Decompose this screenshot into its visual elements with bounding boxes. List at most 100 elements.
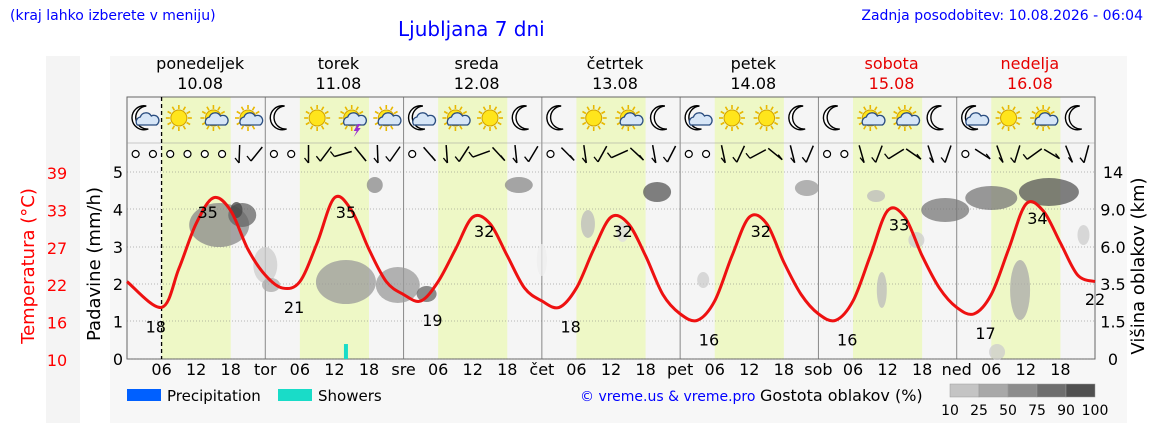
wind-barb-feather bbox=[1022, 153, 1028, 160]
wind-barb-feather bbox=[234, 157, 240, 164]
temp-axis-tick: 39 bbox=[47, 164, 67, 183]
x-hour-tick: 06 bbox=[843, 360, 863, 379]
x-day-tick: sre bbox=[391, 360, 415, 379]
wind-barb bbox=[789, 145, 796, 163]
temp-max-label: 32 bbox=[612, 222, 632, 241]
wind-barb-feather bbox=[1054, 153, 1061, 160]
sun-cloud-icon bbox=[857, 105, 886, 131]
cloud-density-blob bbox=[921, 198, 970, 222]
wind-barb bbox=[858, 145, 865, 163]
x-hour-tick: 12 bbox=[463, 360, 483, 379]
wind-barb-feather bbox=[1010, 157, 1016, 164]
wind-barb bbox=[250, 146, 263, 162]
temp-min-label: 16 bbox=[699, 330, 719, 349]
moon-icon bbox=[1064, 105, 1082, 131]
temp-max-label: 34 bbox=[1027, 209, 1047, 228]
sun-icon bbox=[580, 105, 607, 131]
wind-barb bbox=[805, 145, 814, 163]
temp-axis-label: Temperatura (°C) bbox=[18, 188, 39, 345]
wind-calm-marker bbox=[269, 149, 279, 159]
day-date: 14.08 bbox=[730, 74, 776, 93]
moon-cloud-icon bbox=[684, 105, 713, 131]
sun-cloud-icon bbox=[373, 105, 402, 131]
showers-legend-label: Showers bbox=[318, 387, 382, 405]
cloud-density-blob bbox=[1077, 225, 1090, 245]
day-name: torek bbox=[318, 54, 360, 73]
density-legend-tick: 100 bbox=[1082, 403, 1109, 419]
wind-barb bbox=[238, 144, 241, 164]
cloud-density-blob bbox=[504, 177, 533, 193]
day-name: ponedeljek bbox=[156, 54, 245, 73]
wind-barb bbox=[445, 144, 449, 164]
day-name: sreda bbox=[455, 54, 499, 73]
x-hour-tick: 12 bbox=[601, 360, 621, 379]
last-updated: Zadnja posodobitev: 10.08.2026 - 06:04 bbox=[861, 8, 1143, 24]
wind-calm-marker bbox=[183, 149, 192, 159]
wind-barb-feather bbox=[801, 156, 807, 163]
density-legend-tick: 75 bbox=[1028, 403, 1046, 419]
day-name: sobota bbox=[864, 54, 918, 73]
sun-icon bbox=[477, 105, 503, 131]
density-legend-tick: 25 bbox=[970, 403, 988, 419]
day-date: 15.08 bbox=[869, 74, 915, 93]
wind-barb bbox=[736, 145, 746, 163]
wind-barb-feather bbox=[303, 157, 310, 164]
density-legend-swatch bbox=[1036, 383, 1067, 398]
chart-title: Ljubljana 7 dni bbox=[398, 17, 545, 41]
wind-barb bbox=[514, 144, 518, 164]
density-legend-swatch bbox=[978, 383, 1009, 398]
cloud-density-blob bbox=[989, 344, 1006, 360]
wind-barb-feather bbox=[720, 157, 726, 164]
wind-barb-feather bbox=[651, 157, 657, 164]
day-name: petek bbox=[731, 54, 777, 73]
cloud-density-blob bbox=[315, 260, 376, 304]
x-hour-tick: 18 bbox=[912, 360, 932, 379]
x-day-tick: tor bbox=[254, 360, 277, 379]
temperature-line bbox=[126, 194, 1096, 323]
wind-barb-feather bbox=[454, 156, 460, 162]
x-hour-tick: 12 bbox=[1016, 360, 1036, 379]
wind-calm-marker bbox=[408, 149, 417, 159]
wind-barb bbox=[334, 150, 352, 158]
wind-barb-feather bbox=[569, 154, 575, 161]
x-hour-tick: 12 bbox=[877, 360, 897, 379]
sun-cloud-icon bbox=[615, 105, 644, 131]
temp-min-label: 18 bbox=[146, 317, 166, 336]
cloud-density-blob bbox=[262, 278, 281, 292]
x-hour-tick: 12 bbox=[324, 360, 344, 379]
wind-barb-feather bbox=[639, 154, 645, 161]
wind-barb bbox=[651, 145, 657, 163]
wind-barb bbox=[1026, 148, 1043, 160]
wind-barb-feather bbox=[593, 156, 599, 163]
cloud-density-blob bbox=[876, 272, 887, 308]
sun-thunder-icon bbox=[338, 105, 368, 137]
cloud-height-tick: 6.0 bbox=[1100, 238, 1125, 257]
temp-axis-tick: 16 bbox=[47, 314, 67, 333]
wind-barb bbox=[583, 144, 588, 164]
moon-icon bbox=[788, 105, 806, 131]
wind-barb bbox=[389, 146, 401, 162]
sun-cloud-icon bbox=[200, 105, 229, 131]
day-date: 10.08 bbox=[177, 74, 223, 93]
cloud-density-blob bbox=[1010, 260, 1031, 320]
wind-calm-marker bbox=[200, 149, 209, 159]
x-hour-tick: 06 bbox=[566, 360, 586, 379]
wind-barb-feather bbox=[998, 157, 1004, 163]
wind-barb-feather bbox=[361, 155, 367, 162]
wind-calm-marker bbox=[287, 149, 296, 159]
cloud-density-blob bbox=[366, 177, 383, 193]
showers-bar bbox=[343, 344, 348, 359]
sun-icon bbox=[995, 105, 1022, 131]
moon-cloud-icon bbox=[961, 105, 990, 131]
precip-axis-label: Padavine (mm/h) bbox=[84, 187, 105, 341]
wind-barb-feather bbox=[606, 152, 612, 159]
wind-barb-feather bbox=[385, 155, 391, 162]
precip-axis-tick: 2 bbox=[113, 275, 123, 294]
sun-icon bbox=[753, 105, 780, 131]
cloud-density-blob bbox=[867, 190, 886, 202]
wind-barb bbox=[597, 145, 608, 163]
showers-legend-swatch bbox=[278, 389, 312, 401]
wind-barb bbox=[611, 149, 629, 159]
wind-calm-marker bbox=[822, 149, 832, 159]
